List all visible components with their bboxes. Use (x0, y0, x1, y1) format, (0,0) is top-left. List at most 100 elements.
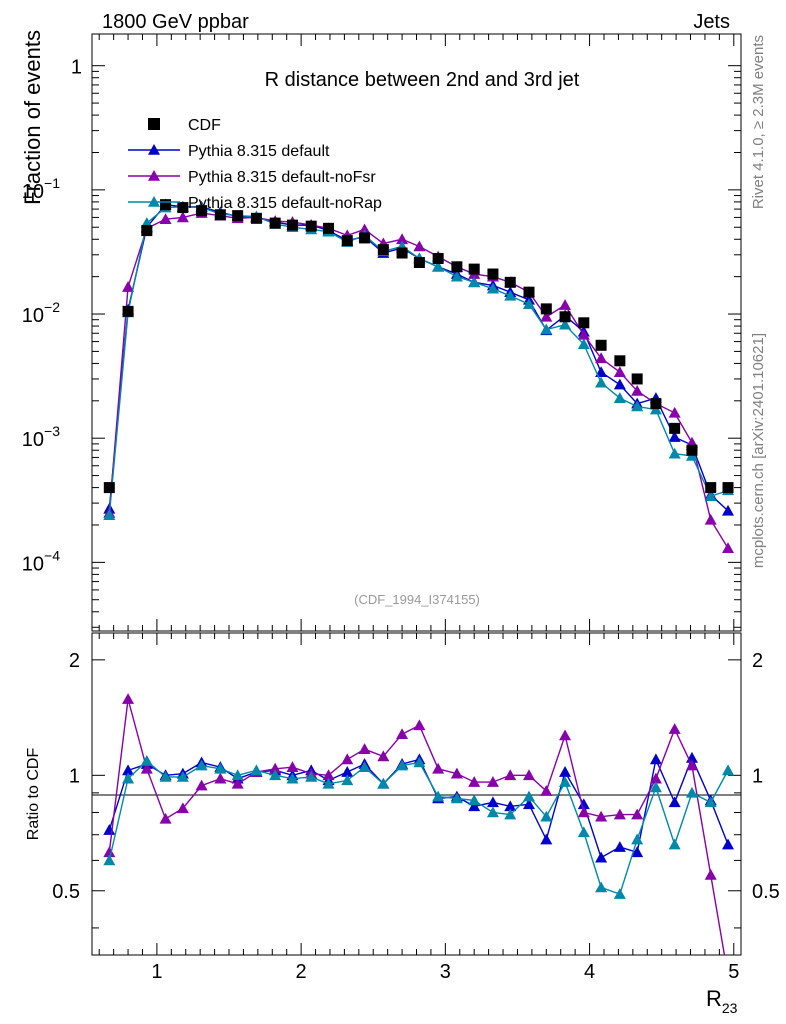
series-2-ratio-point (595, 810, 608, 822)
series-2-ratio-point (522, 769, 535, 781)
series-2-ratio-point (649, 772, 662, 784)
series-2-point (668, 406, 681, 418)
series-2-ratio-point (613, 808, 626, 820)
series-3-ratio-point (649, 781, 662, 793)
series-3-ratio-point (432, 790, 445, 802)
series-3-ratio-point (685, 786, 698, 798)
series-3-ratio-point (468, 794, 481, 806)
cdf-data-point (359, 232, 371, 244)
cdf-data-point (578, 317, 590, 329)
cdf-data-point (177, 202, 189, 214)
cdf-data-point (559, 311, 571, 323)
series-1-ratio-point (722, 838, 735, 850)
cdf-data-point (487, 268, 499, 280)
series-2-ratio-point (103, 846, 116, 858)
series-3-ratio-point (486, 806, 499, 818)
series-2-ratio-point (214, 772, 227, 784)
series-3-ratio-point (176, 770, 189, 782)
series-2-ratio-point (122, 693, 135, 704)
y-tick-label: 10−2 (22, 299, 60, 327)
series-2-ratio-point (322, 769, 335, 781)
series-3-point (595, 376, 608, 388)
main-axis-ticks: 10−410−310−210−11 (22, 34, 741, 631)
cdf-data-point (432, 253, 444, 265)
series-3-point (504, 289, 517, 301)
series-3-point (432, 260, 445, 272)
series-1-ratio-point (341, 766, 354, 777)
series-2-point (722, 542, 735, 554)
series-1-ratio-point (103, 824, 116, 835)
series-3-ratio-point (250, 764, 263, 776)
series-3-ratio-point (704, 796, 717, 808)
series-1-ratio-point (649, 753, 662, 765)
series-3-ratio-point (540, 810, 553, 822)
series-2-ratio-point (413, 719, 426, 731)
series-2-point (413, 240, 426, 252)
series-3-point (450, 270, 463, 282)
x-axis-label: R23 (706, 986, 738, 1016)
cdf-data-point (705, 482, 717, 494)
cdf-data-point (631, 373, 643, 385)
series-2-point (704, 513, 717, 525)
series-3-ratio-point (122, 772, 135, 784)
cdf-data-point (305, 220, 317, 232)
cdf-data-point (650, 398, 662, 410)
series-3-ratio-point (231, 769, 244, 781)
cdf-data-point (722, 482, 734, 494)
series-2-point (595, 352, 608, 364)
series-3-ratio-point (377, 777, 390, 789)
series-2-ratio-point (231, 777, 244, 789)
series-1-ratio-point (522, 798, 535, 810)
series-3-ratio-point (269, 769, 282, 781)
ratio-panel: 1 2 3 4 5 0.5 0.5 1 1 2 2 Ratio to CDF (25, 632, 780, 983)
series-3-ratio-point (668, 838, 681, 850)
y-tick-label: 1 (71, 57, 82, 79)
series-3-ratio-point (341, 774, 354, 786)
series-3-ratio-point (159, 770, 172, 782)
series-2-ratio-point (140, 762, 153, 774)
cdf-data-point (413, 257, 425, 269)
series-2-ratio-point (341, 753, 354, 765)
series-3-ratio-point (396, 759, 409, 771)
ratio-data-marks (103, 693, 735, 955)
series-2-ratio-point (269, 762, 282, 774)
x-tick-label: 3 (440, 961, 451, 983)
series-1-ratio-point (540, 833, 553, 845)
series-2-point (631, 384, 644, 396)
series-2-point (176, 211, 189, 223)
series-2-point (577, 328, 590, 340)
cdf-data-point (595, 339, 607, 351)
y-tick-exponent: −3 (44, 423, 60, 439)
y-axis-label: Fraction of events (20, 30, 45, 205)
series-1-point (668, 431, 681, 442)
series-2-ratio-point (631, 808, 644, 820)
series-2-point (540, 310, 553, 322)
main-data-marks (103, 198, 735, 554)
series-2-point (613, 366, 626, 378)
ratio-frame (91, 632, 742, 956)
series-3-ratio-point (322, 777, 335, 789)
series-2-point (122, 281, 135, 292)
ratio-tick-label-left: 2 (69, 650, 80, 672)
legend-label: Pythia 8.315 default (188, 143, 330, 160)
x-tick-label: 5 (728, 961, 739, 983)
legend-marker (148, 196, 160, 207)
series-2-ratio-point (396, 728, 409, 739)
series-1-point (722, 504, 735, 516)
series-1-ratio-point (613, 841, 626, 852)
x-tick-label: 2 (296, 961, 307, 983)
ratio-tick-label-left: 1 (69, 765, 80, 787)
series-2-ratio-point (540, 785, 553, 796)
cdf-data-point (323, 222, 335, 234)
series-2-ratio-point (685, 759, 698, 771)
series-2-ratio-point (486, 776, 499, 787)
series-1-ratio-point (486, 796, 499, 808)
series-3-ratio-point (305, 770, 318, 782)
series-3-ratio-point (413, 756, 426, 768)
series-2-ratio-point (358, 743, 371, 754)
header-left: 1800 GeV ppbar (102, 11, 249, 33)
legend-label: Pythia 8.315 default-noRap (188, 195, 382, 212)
ratio-tick-label-right: 0.5 (752, 881, 780, 903)
series-3-point (103, 509, 116, 520)
